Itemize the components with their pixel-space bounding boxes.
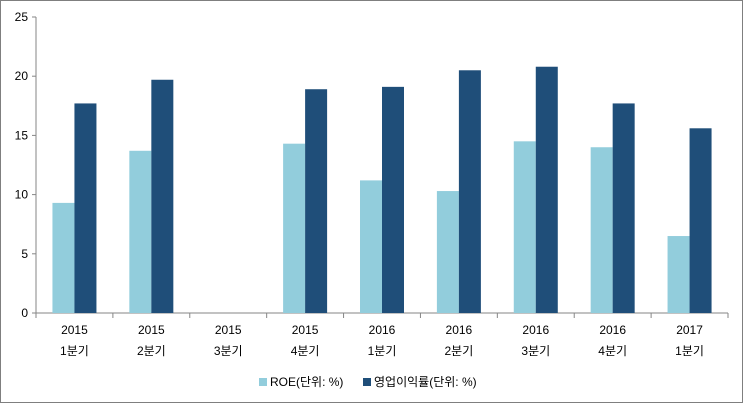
x-tick-label-year: 2015 [138, 323, 165, 337]
bar-roe [283, 143, 306, 313]
bar-operating-margin [535, 66, 558, 313]
x-tick-label-year: 2016 [446, 323, 473, 337]
bar-roe [590, 147, 613, 313]
x-tick-label-quarter: 4분기 [291, 344, 320, 358]
x-tick-label-year: 2015 [61, 323, 88, 337]
bar-operating-margin [458, 70, 481, 313]
y-tick-label: 25 [15, 10, 29, 24]
bar-operating-margin [305, 89, 328, 313]
x-tick-label-year: 2015 [215, 323, 242, 337]
bar-roe [513, 141, 536, 313]
x-tick-label-quarter: 2분기 [137, 344, 166, 358]
bar-roe [360, 180, 382, 313]
bar-operating-margin [151, 79, 174, 313]
bar-operating-margin [689, 128, 712, 313]
x-tick-label-year: 2015 [292, 323, 319, 337]
x-tick-label-year: 2016 [369, 323, 396, 337]
y-tick-label: 5 [21, 247, 28, 261]
x-tick-label-quarter: 4분기 [598, 344, 627, 358]
bar-roe [52, 202, 75, 313]
bar-roe [436, 191, 459, 313]
y-tick-label: 20 [15, 69, 29, 83]
legend-swatch [259, 378, 267, 386]
legend-label: 영업이익률(단위: %) [374, 375, 477, 389]
x-tick-label-quarter: 2분기 [445, 344, 474, 358]
x-tick-label-quarter: 1분기 [60, 344, 89, 358]
bar-roe [129, 150, 152, 313]
y-tick-label: 15 [15, 128, 29, 142]
x-tick-label-quarter: 3분기 [214, 344, 243, 358]
x-tick-label-year: 2016 [522, 323, 549, 337]
x-tick-label-year: 2016 [599, 323, 626, 337]
bar-operating-margin [612, 103, 635, 313]
x-tick-label-quarter: 1분기 [675, 344, 704, 358]
legend-swatch [363, 378, 371, 386]
x-tick-label-quarter: 1분기 [368, 344, 397, 358]
legend-label: ROE(단위: %) [270, 375, 343, 389]
bar-roe [667, 236, 690, 313]
bar-operating-margin [74, 103, 97, 313]
y-tick-label: 0 [21, 306, 28, 320]
y-tick-label: 10 [15, 188, 29, 202]
x-tick-label-year: 2017 [676, 323, 703, 337]
bar-operating-margin [382, 86, 404, 313]
x-tick-label-quarter: 3분기 [521, 344, 550, 358]
